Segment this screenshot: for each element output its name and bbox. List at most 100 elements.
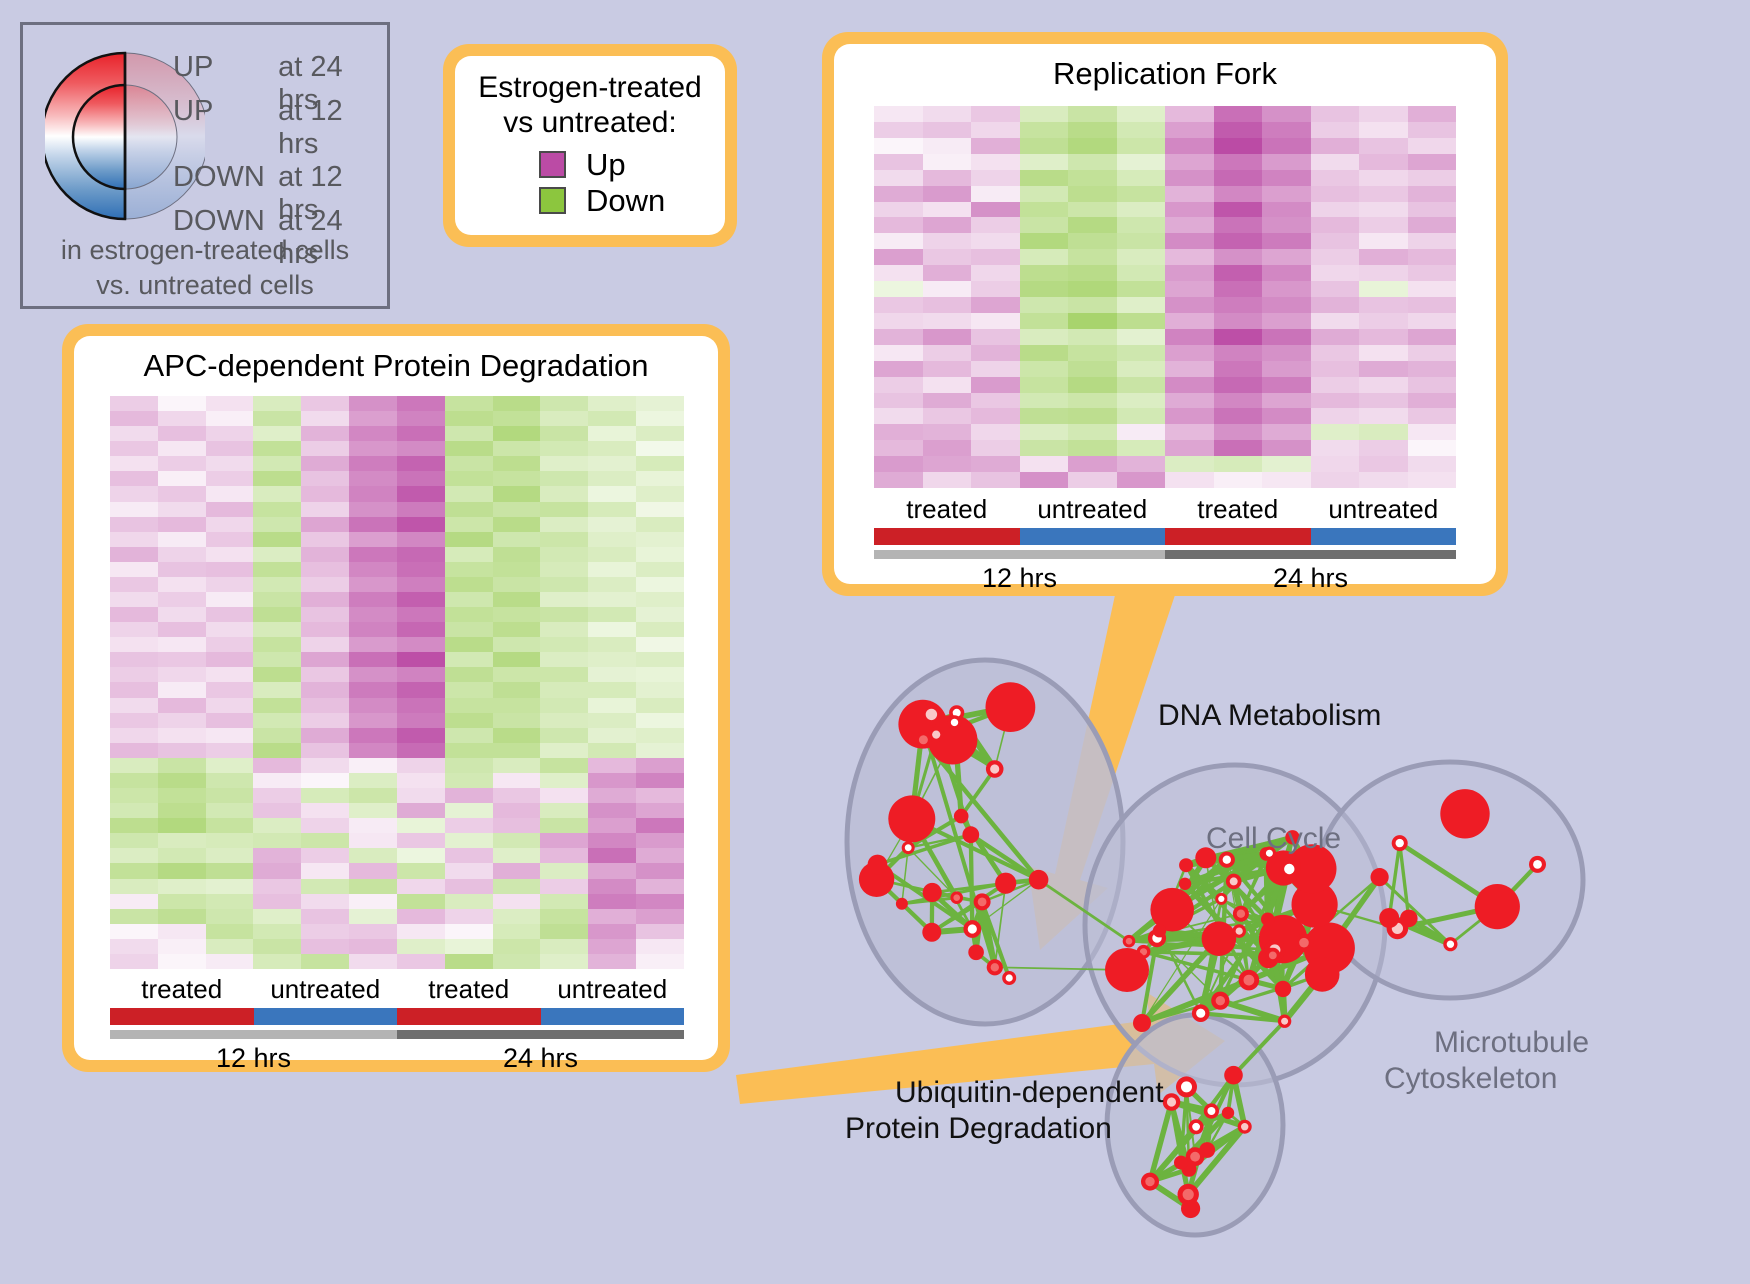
heatmap-cell bbox=[158, 682, 206, 697]
heatmap-cell bbox=[1408, 313, 1457, 329]
network-node[interactable] bbox=[1153, 924, 1166, 937]
network-node[interactable] bbox=[1261, 913, 1275, 927]
heatmap-cell bbox=[110, 532, 158, 547]
heatmap-cell bbox=[493, 788, 541, 803]
network-node[interactable] bbox=[1211, 992, 1229, 1010]
network-node[interactable] bbox=[962, 826, 979, 843]
heatmap-cell bbox=[397, 743, 445, 758]
heatmap-cell bbox=[1117, 440, 1166, 456]
network-node[interactable] bbox=[1189, 1119, 1204, 1134]
network-node[interactable] bbox=[954, 809, 969, 824]
network-node[interactable] bbox=[1224, 1066, 1243, 1085]
cluster-label-text: DNA Metabolism bbox=[1158, 699, 1381, 732]
heatmap-cell bbox=[1020, 361, 1069, 377]
heatmap-cell bbox=[1214, 329, 1263, 345]
network-node[interactable] bbox=[1123, 935, 1136, 948]
network-node[interactable] bbox=[987, 959, 1003, 975]
network-node[interactable] bbox=[1379, 908, 1399, 928]
network-node[interactable] bbox=[915, 731, 932, 748]
heatmap-cell bbox=[1165, 186, 1214, 202]
heatmap-cell bbox=[1262, 122, 1311, 138]
network-node[interactable] bbox=[1202, 921, 1237, 956]
heatmap-cell bbox=[349, 426, 397, 441]
network-node[interactable] bbox=[1443, 937, 1457, 951]
heatmap-cell bbox=[1311, 281, 1360, 297]
network-node[interactable] bbox=[1400, 910, 1418, 928]
network-node[interactable] bbox=[1215, 893, 1227, 905]
network-node[interactable] bbox=[1176, 1076, 1197, 1097]
heatmap-cell bbox=[588, 592, 636, 607]
treatment-bar-row bbox=[110, 1008, 684, 1025]
network-node[interactable] bbox=[1222, 1107, 1234, 1119]
network-node[interactable] bbox=[888, 795, 935, 842]
network-node[interactable] bbox=[1305, 957, 1340, 992]
network-node[interactable] bbox=[1029, 870, 1049, 890]
network-node[interactable] bbox=[1204, 1103, 1219, 1118]
heatmap-cell bbox=[397, 924, 445, 939]
network-node[interactable] bbox=[902, 841, 915, 854]
heatmap-cell bbox=[1359, 329, 1408, 345]
heatmap-cell bbox=[110, 592, 158, 607]
heatmap-cell bbox=[253, 547, 301, 562]
heatmap-cell bbox=[349, 863, 397, 878]
network-node[interactable] bbox=[1174, 1156, 1188, 1170]
network-node[interactable] bbox=[1265, 948, 1280, 963]
heatmap-cell bbox=[206, 622, 254, 637]
heatmap-cell bbox=[636, 728, 684, 743]
network-node[interactable] bbox=[1239, 970, 1260, 991]
network-node[interactable] bbox=[1199, 1142, 1215, 1158]
network-node[interactable] bbox=[1233, 906, 1249, 922]
network-node[interactable] bbox=[1275, 981, 1291, 997]
network-node[interactable] bbox=[1278, 1015, 1291, 1028]
network-node[interactable] bbox=[1529, 856, 1546, 873]
network-node[interactable] bbox=[923, 883, 942, 902]
network-node[interactable] bbox=[1232, 924, 1246, 938]
heatmap-cell bbox=[1359, 393, 1408, 409]
network-node[interactable] bbox=[868, 855, 888, 875]
heatmap-cell bbox=[540, 818, 588, 833]
heatmap-cell bbox=[110, 622, 158, 637]
treatment-label: treated bbox=[110, 974, 254, 1005]
network-node[interactable] bbox=[1440, 789, 1489, 838]
network-node[interactable] bbox=[1475, 884, 1520, 929]
heatmap-cell bbox=[493, 758, 541, 773]
network-node[interactable] bbox=[968, 945, 984, 961]
network-node[interactable] bbox=[947, 715, 961, 729]
network-node[interactable] bbox=[1192, 1004, 1210, 1022]
network-node[interactable] bbox=[986, 760, 1004, 778]
network-node[interactable] bbox=[963, 920, 981, 938]
network-node[interactable] bbox=[922, 923, 941, 942]
network-node[interactable] bbox=[920, 703, 942, 725]
network-node[interactable] bbox=[986, 682, 1036, 732]
network-node[interactable] bbox=[1238, 1120, 1252, 1134]
network-node[interactable] bbox=[1178, 1184, 1199, 1205]
network-node[interactable] bbox=[1295, 933, 1314, 952]
panel-title-replication-fork: Replication Fork bbox=[834, 56, 1496, 92]
heatmap-replication-fork bbox=[874, 106, 1456, 488]
heatmap-cell bbox=[1311, 361, 1360, 377]
network-node[interactable] bbox=[1163, 1093, 1181, 1111]
network-node[interactable] bbox=[950, 891, 963, 904]
heatmap-cell bbox=[1165, 249, 1214, 265]
network-node[interactable] bbox=[974, 893, 991, 910]
heatmap-cell bbox=[349, 622, 397, 637]
heatmap-cell bbox=[636, 517, 684, 532]
network-node[interactable] bbox=[995, 873, 1016, 894]
heatmap-cell bbox=[253, 502, 301, 517]
network-node[interactable] bbox=[1133, 1014, 1151, 1032]
heatmap-cell bbox=[349, 577, 397, 592]
heatmap-cell bbox=[1165, 154, 1214, 170]
heatmap-cell bbox=[301, 939, 349, 954]
network-node[interactable] bbox=[1002, 971, 1016, 985]
heatmap-cell bbox=[493, 818, 541, 833]
heatmap-cell bbox=[349, 486, 397, 501]
heatmap-cell bbox=[588, 607, 636, 622]
network-node[interactable] bbox=[1371, 868, 1389, 886]
network-node[interactable] bbox=[896, 898, 908, 910]
heatmap-cell bbox=[923, 313, 972, 329]
heatmap-cell bbox=[158, 517, 206, 532]
heatmap-cell bbox=[158, 803, 206, 818]
network-node[interactable] bbox=[1392, 835, 1408, 851]
network-node[interactable] bbox=[1105, 948, 1149, 992]
